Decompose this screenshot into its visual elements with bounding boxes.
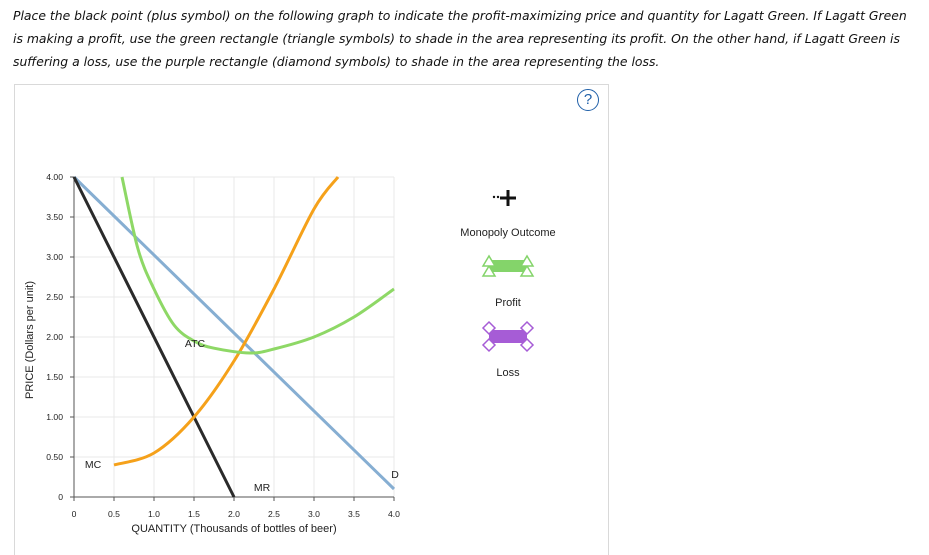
- y-tick-label: 4.00: [46, 172, 63, 182]
- demand-curve: [72, 175, 396, 491]
- x-tick-label: 0: [72, 509, 77, 519]
- x-tick-label: 2.5: [268, 509, 280, 519]
- y-tick-label: 1.00: [46, 412, 63, 422]
- x-tick-label: 3.5: [348, 509, 360, 519]
- y-tick-label: 0: [58, 492, 63, 502]
- triangle-symbol-icon[interactable]: [519, 264, 535, 277]
- x-tick-label: 2.0: [228, 509, 240, 519]
- monopoly-outcome-tool[interactable]: [492, 190, 516, 206]
- axes: 0 0.5 1.0 1.5 2.0 2.5 3.0 3.5 4.000.501.001.502.…: [46, 172, 400, 519]
- x-tick-label: 4.0: [388, 509, 400, 519]
- diamond-symbol-icon[interactable]: [519, 337, 535, 353]
- loss-rectangle-tool[interactable]: [481, 320, 535, 353]
- y-tick-label: 2.00: [46, 332, 63, 342]
- legend-monopoly-outcome-label: Monopoly Outcome: [460, 227, 555, 239]
- x-tick-label: 3.0: [308, 509, 320, 519]
- legend-profit-label: Profit: [495, 297, 521, 309]
- curves: [72, 175, 396, 498]
- profit-rectangle-tool[interactable]: [481, 254, 535, 277]
- atc-curve: [120, 176, 395, 355]
- mc-curve: [113, 176, 340, 467]
- y-tick-label: 1.50: [46, 372, 63, 382]
- loss-rectangle[interactable]: [489, 330, 527, 343]
- curve-labels: D MR MC ATC: [85, 338, 399, 494]
- y-axis-title: PRICE (Dollars per unit): [24, 281, 36, 399]
- y-tick-label: 3.50: [46, 212, 63, 222]
- mc-curve-label: MC: [85, 459, 102, 471]
- y-tick-label: 3.00: [46, 252, 63, 262]
- graph-panel: [14, 84, 609, 555]
- x-axis-title: QUANTITY (Thousands of bottles of beer): [131, 523, 336, 535]
- profit-rectangle[interactable]: [489, 260, 527, 272]
- demand-curve-label: D: [391, 469, 399, 481]
- atc-curve-label: ATC: [185, 338, 206, 350]
- help-button[interactable]: ?: [577, 89, 599, 111]
- y-tick-label: 0.50: [46, 452, 63, 462]
- triangle-symbol-icon[interactable]: [481, 264, 497, 277]
- mr-curve-label: MR: [254, 482, 271, 494]
- instructions-text: Place the black point (plus symbol) on t…: [13, 8, 907, 69]
- mr-curve: [72, 176, 236, 498]
- triangle-symbol-icon[interactable]: [519, 254, 535, 267]
- diamond-symbol-icon[interactable]: [481, 320, 497, 336]
- triangle-symbol-icon[interactable]: [481, 254, 497, 267]
- legend-loss-label: Loss: [496, 367, 520, 379]
- x-tick-label: 1.5: [188, 509, 200, 519]
- x-tick-label: 1.0: [148, 509, 160, 519]
- diamond-symbol-icon[interactable]: [481, 337, 497, 353]
- diamond-symbol-icon[interactable]: [519, 320, 535, 336]
- x-tick-label: 0.5: [108, 509, 120, 519]
- y-tick-label: 2.50: [46, 292, 63, 302]
